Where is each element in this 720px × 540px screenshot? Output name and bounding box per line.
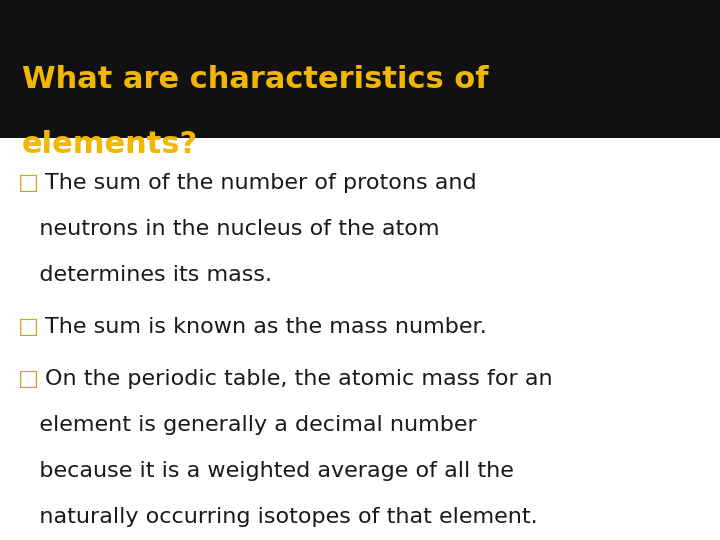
Text: The sum is known as the mass number.: The sum is known as the mass number. (45, 317, 487, 337)
Text: elements?: elements? (22, 130, 198, 159)
Text: □: □ (18, 369, 39, 389)
Bar (0, 0, 720, 138)
Text: What are characteristics of: What are characteristics of (22, 65, 488, 94)
Text: The sum of the number of protons and: The sum of the number of protons and (45, 173, 477, 193)
Text: determines its mass.: determines its mass. (18, 265, 272, 285)
Text: neutrons in the nucleus of the atom: neutrons in the nucleus of the atom (18, 219, 439, 239)
Text: □: □ (18, 317, 39, 337)
Text: element is generally a decimal number: element is generally a decimal number (18, 415, 477, 435)
Text: because it is a weighted average of all the: because it is a weighted average of all … (18, 461, 514, 481)
Text: naturally occurring isotopes of that element.: naturally occurring isotopes of that ele… (18, 507, 538, 527)
Text: □: □ (18, 173, 39, 193)
Text: On the periodic table, the atomic mass for an: On the periodic table, the atomic mass f… (45, 369, 553, 389)
